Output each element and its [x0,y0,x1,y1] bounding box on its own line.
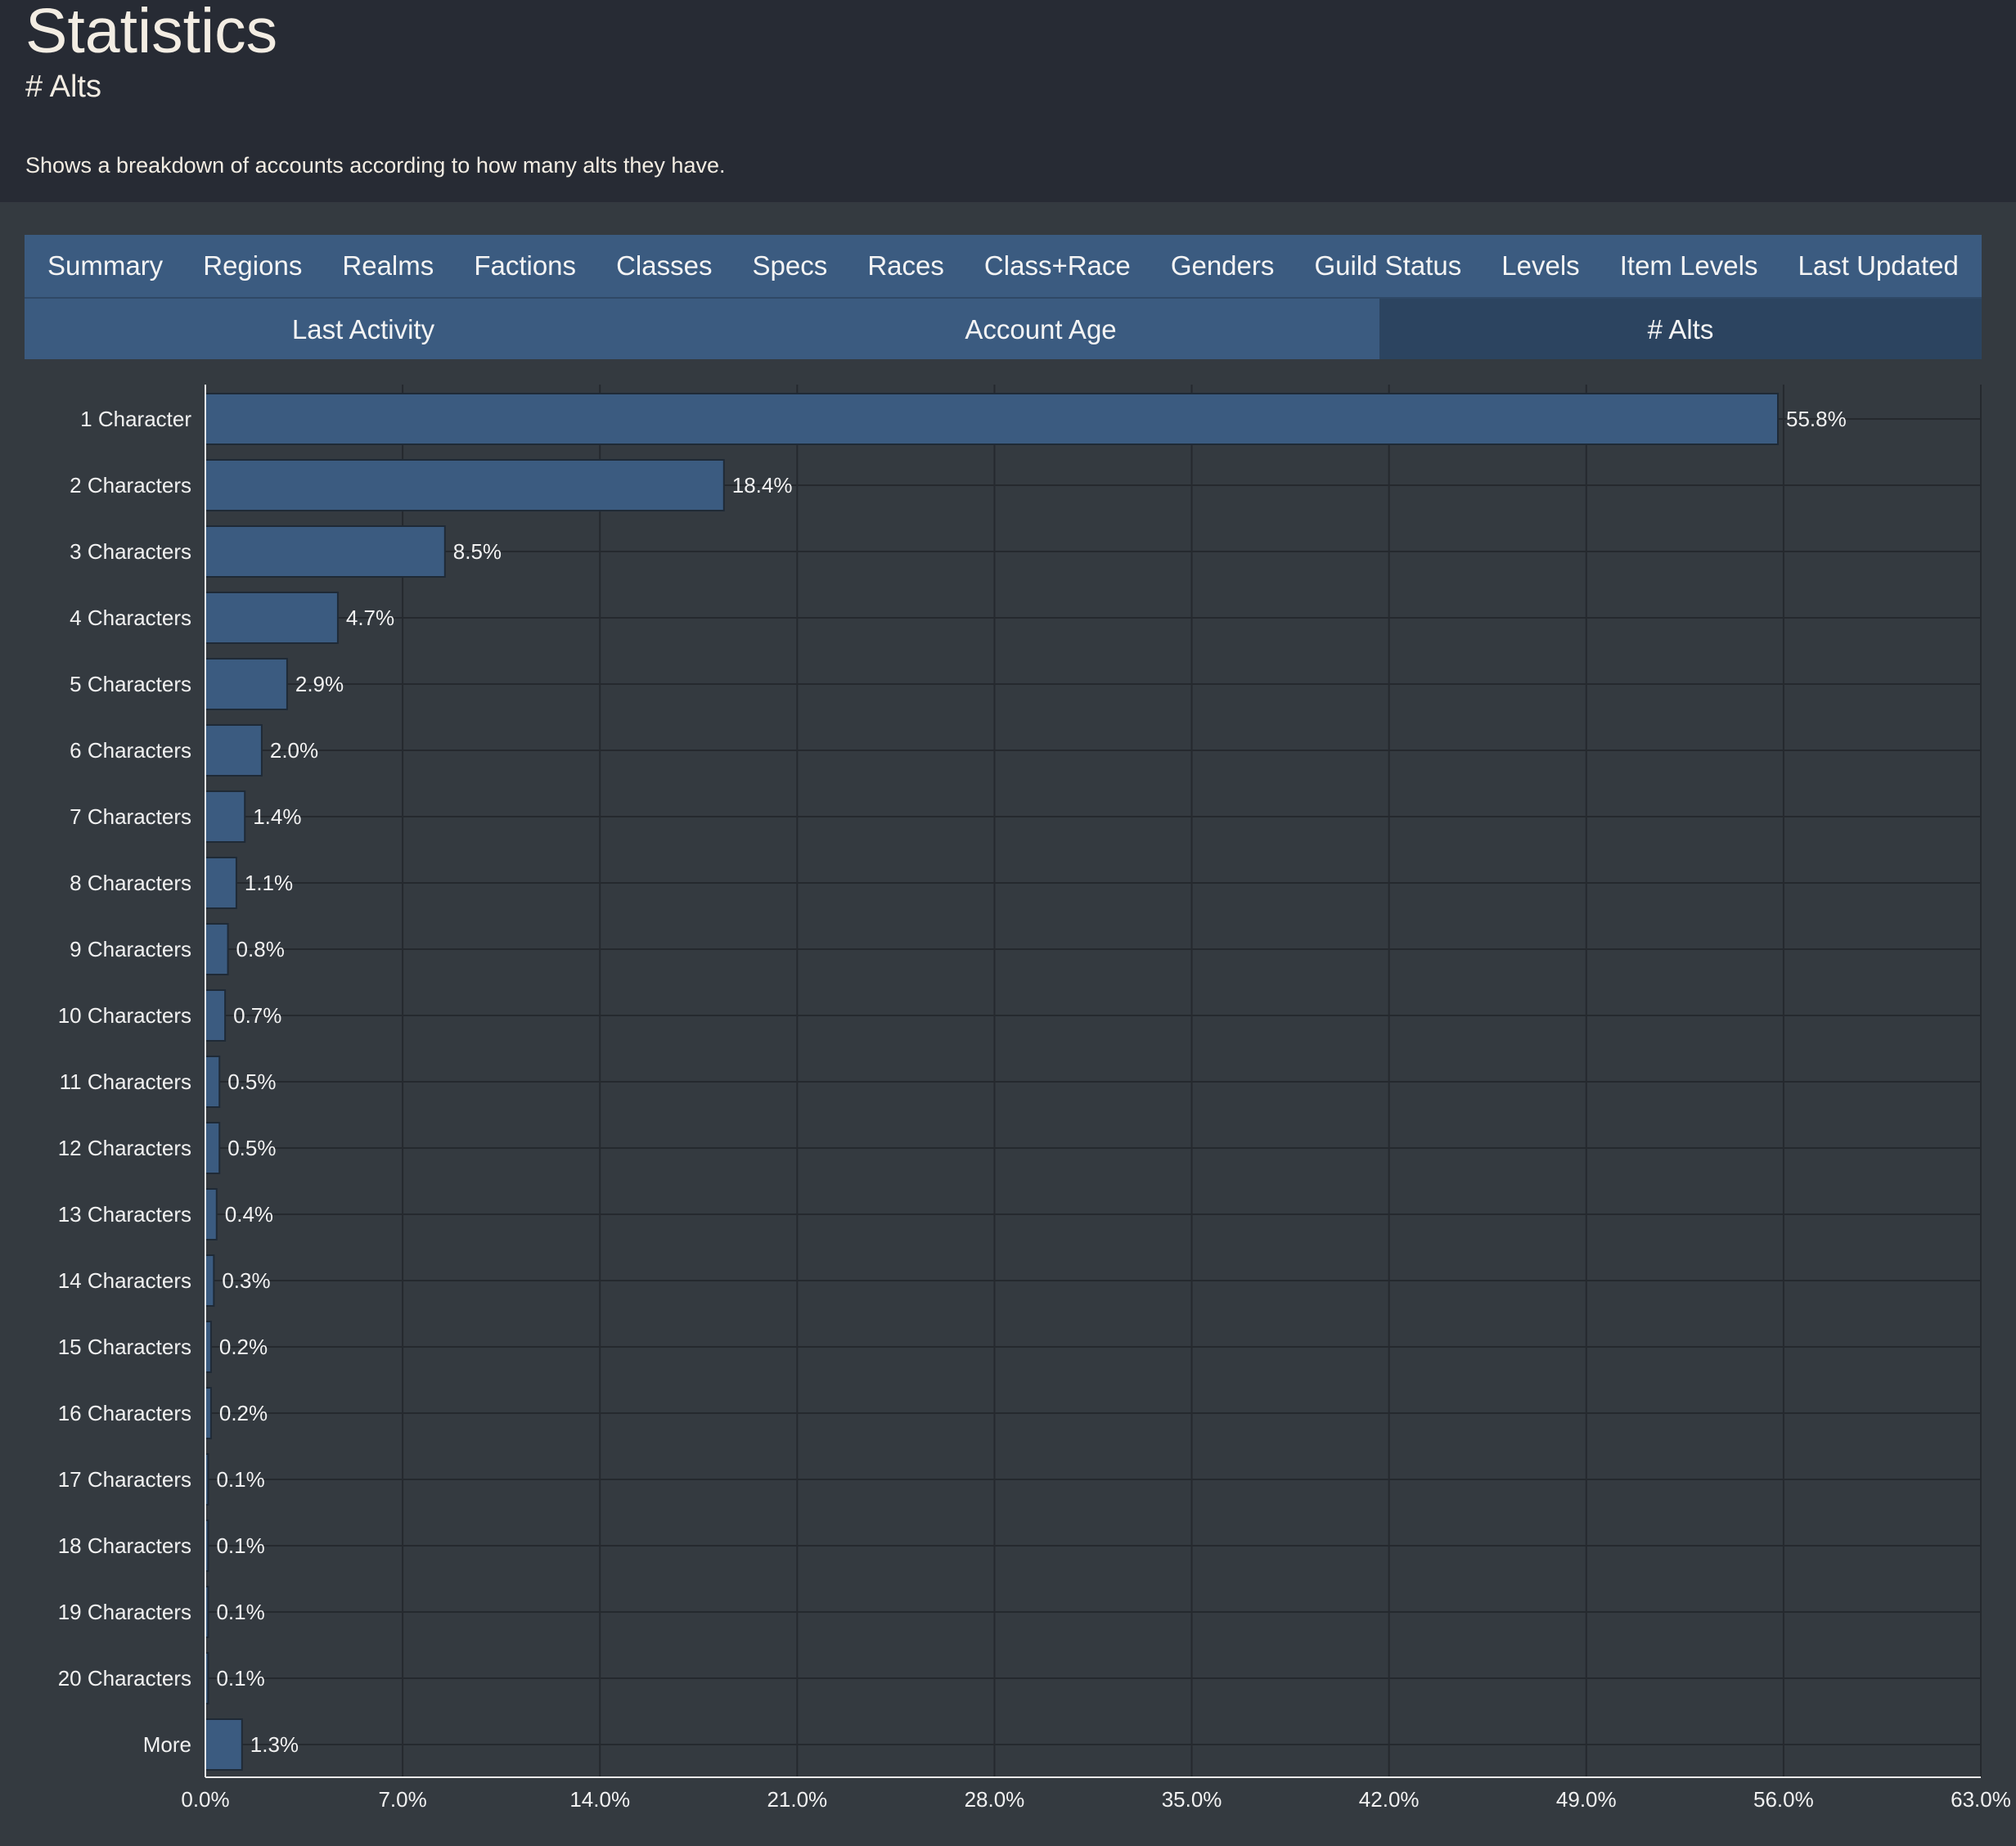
category-label: 7 Characters [70,804,191,829]
bar [205,1387,212,1439]
tab-last-updated[interactable]: Last Updated [1798,250,1959,281]
value-label: 0.5% [227,1136,276,1160]
category-label: 6 Characters [70,738,191,763]
bar [205,1056,221,1108]
tab-classes[interactable]: Classes [616,250,713,281]
tab-account-age[interactable]: Account Age [702,297,1379,359]
category-label: 11 Characters [60,1069,191,1094]
bar [205,393,1779,445]
value-label: 0.1% [216,1666,264,1691]
page-header: Statistics # Alts Shows a breakdown of a… [0,0,2016,202]
value-label: 0.5% [227,1069,276,1094]
tab-races[interactable]: Races [867,250,944,281]
bar [205,989,227,1042]
x-tick-label: 56.0% [1753,1787,1814,1812]
value-label: 8.5% [453,539,502,564]
tab-specs[interactable]: Specs [752,250,828,281]
bar [205,1321,212,1373]
value-label: 1.1% [245,871,293,895]
category-label: 8 Characters [70,871,191,895]
value-label: 18.4% [732,473,793,498]
page-subtitle: # Alts [25,70,101,104]
category-label: 2 Characters [70,473,191,498]
x-tick-label: 21.0% [767,1787,827,1812]
x-tick-label: 63.0% [1951,1787,2011,1812]
x-tick-label: 28.0% [965,1787,1025,1812]
x-tick-label: 7.0% [378,1787,426,1812]
category-label: 10 Characters [58,1003,191,1028]
value-label: 2.0% [270,738,318,763]
category-label: 19 Characters [58,1600,191,1624]
bar [205,525,446,578]
x-tick-label: 42.0% [1359,1787,1420,1812]
category-label: More [143,1732,191,1757]
page-title: Statistics [25,0,278,66]
category-label: 16 Characters [58,1401,191,1425]
bar [205,658,288,710]
tab-last-activity[interactable]: Last Activity [25,297,702,359]
bar [205,857,237,909]
category-label: 1 Character [80,407,191,431]
category-label: 20 Characters [58,1666,191,1691]
bar [205,459,725,511]
x-tick-label: 14.0% [569,1787,630,1812]
bar [205,1122,221,1174]
x-axis-ticks: 0.0% 7.0% 14.0% 21.0% 28.0% 35.0% 42.0% 49.0% 56… [181,1787,2011,1812]
value-label: 4.7% [346,606,394,630]
bar [205,1188,218,1240]
tab-levels[interactable]: Levels [1501,250,1580,281]
category-label: 12 Characters [58,1136,191,1160]
stats-tab-bar: Summary Regions Realms Factions Classes … [25,235,1982,297]
value-label: 0.4% [225,1202,273,1227]
value-label: 55.8% [1786,407,1847,431]
category-label: 4 Characters [70,606,191,630]
chart-grid [205,385,1982,1777]
tab-guild-status[interactable]: Guild Status [1314,250,1462,281]
tab-realms[interactable]: Realms [342,250,434,281]
bar [205,923,229,975]
chart-bars [205,393,1779,1771]
category-label: 5 Characters [70,672,191,696]
bar [205,1254,215,1307]
x-tick-label: 49.0% [1556,1787,1617,1812]
value-label: 0.2% [219,1335,268,1359]
value-label: 0.3% [222,1268,270,1293]
value-label: 0.7% [233,1003,281,1028]
category-label: 13 Characters [58,1202,191,1227]
tab-genders[interactable]: Genders [1170,250,1275,281]
alts-bar-chart: 1 Character 55.8% 2 Characters 18.4% 3 Chara… [58,385,2011,1812]
page-description: Shows a breakdown of accounts according … [25,153,726,178]
bar [205,592,339,644]
value-label: 0.2% [219,1401,268,1425]
x-tick-label: 0.0% [181,1787,229,1812]
tab-item-levels[interactable]: Item Levels [1619,250,1758,281]
bar [205,724,263,777]
bar [205,790,246,843]
stats-tab-bar-secondary: Last Activity Account Age # Alts [25,297,1982,359]
tab-alts[interactable]: # Alts [1379,297,1982,359]
tab-class-race[interactable]: Class+Race [983,250,1131,281]
tab-summary[interactable]: Summary [47,250,164,281]
tab-factions[interactable]: Factions [474,250,577,281]
tab-regions[interactable]: Regions [203,250,303,281]
category-label: 18 Characters [58,1533,191,1558]
category-label: 9 Characters [70,937,191,961]
chart-labels: 1 Character 55.8% 2 Characters 18.4% 3 Chara… [58,407,1847,1757]
category-label: 15 Characters [58,1335,191,1359]
value-label: 1.4% [253,804,301,829]
value-label: 0.1% [216,1467,264,1492]
bar [205,1718,243,1771]
category-label: 17 Characters [58,1467,191,1492]
x-tick-label: 35.0% [1162,1787,1222,1812]
category-label: 3 Characters [70,539,191,564]
value-label: 1.3% [250,1732,299,1757]
value-label: 0.1% [216,1533,264,1558]
value-label: 2.9% [295,672,344,696]
value-label: 0.1% [216,1600,264,1624]
value-label: 0.8% [236,937,285,961]
category-label: 14 Characters [58,1268,191,1293]
